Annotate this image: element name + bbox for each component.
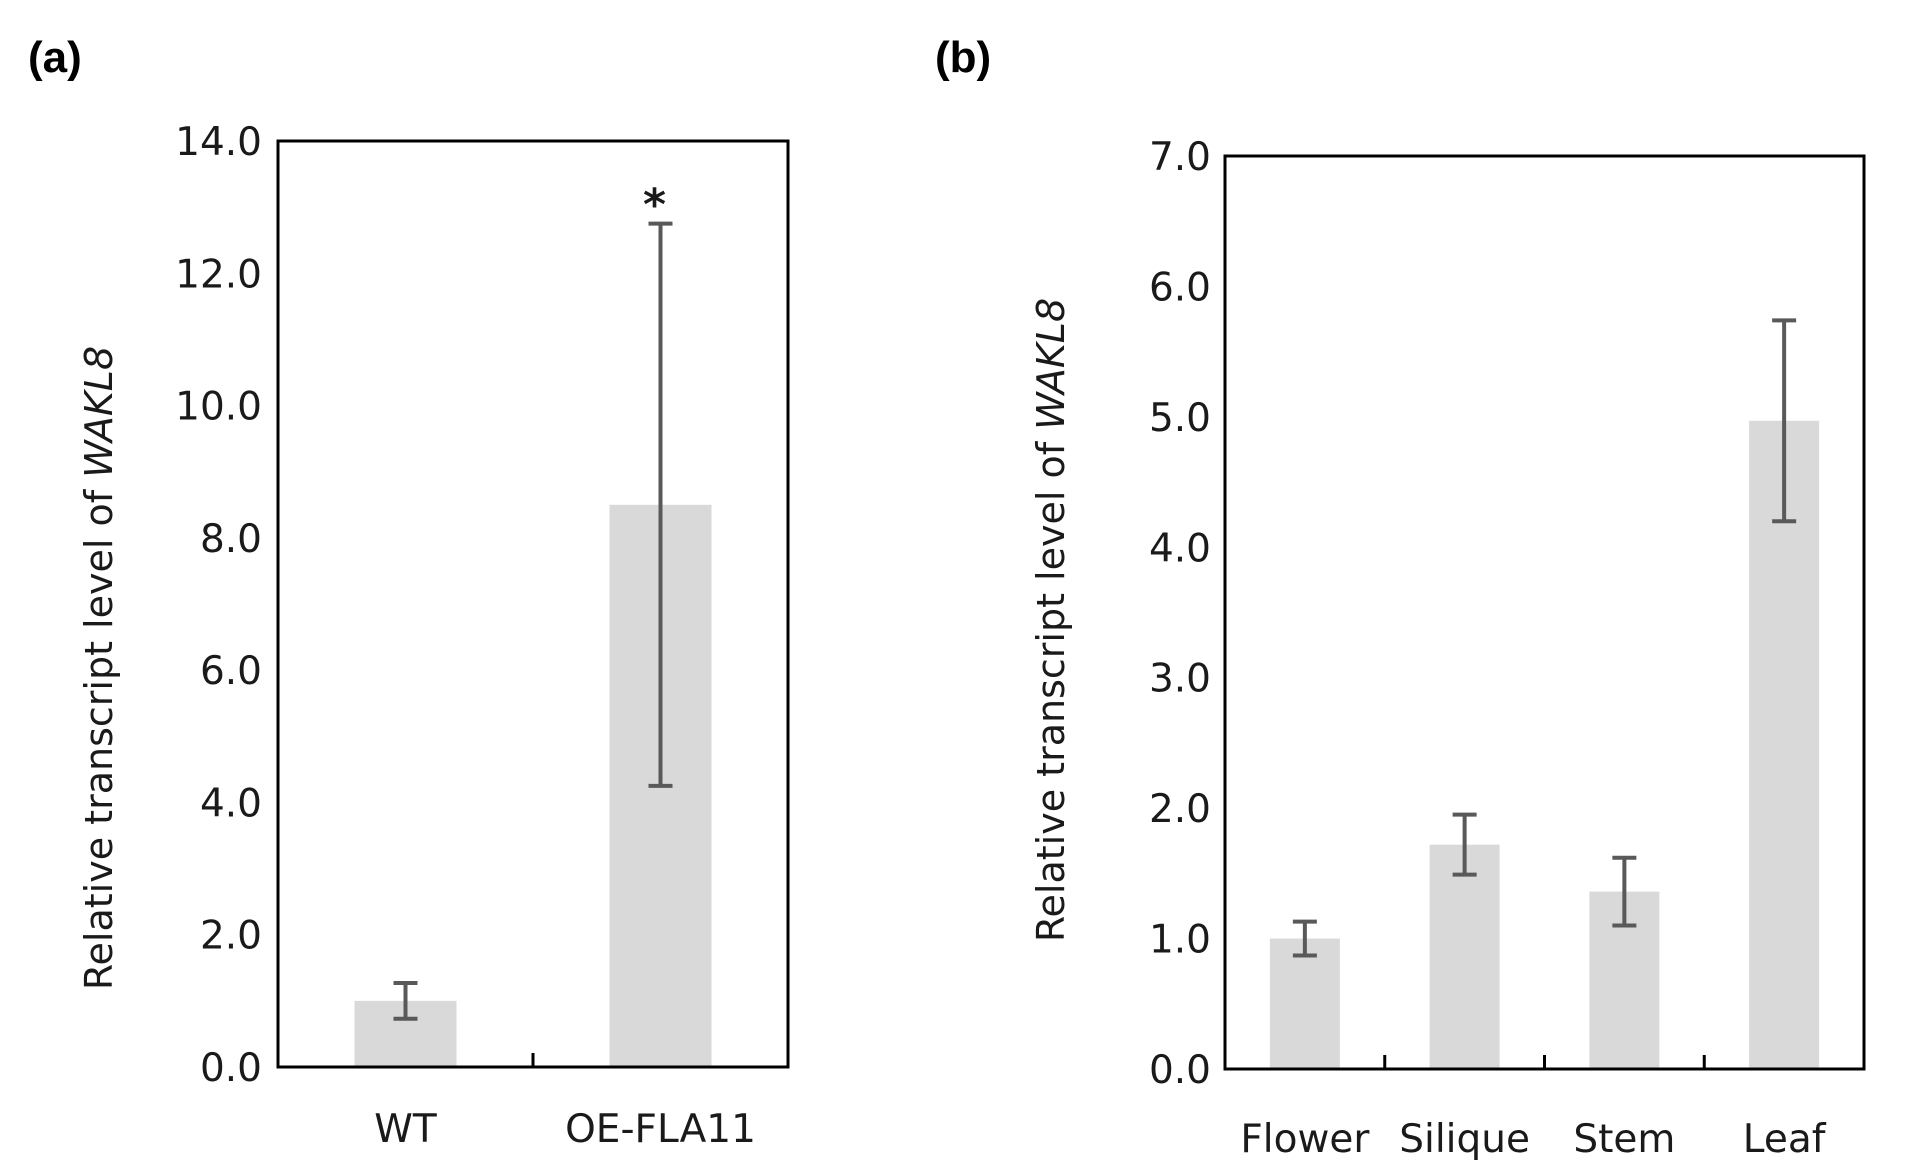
bar (1269, 938, 1340, 1069)
panel-a-annotations: * (643, 180, 666, 231)
y-tick-label: 8.0 (200, 517, 262, 562)
panel-b-error-bars (1292, 318, 1797, 958)
panel-a-y-axis-label-prefix: Relative transcript level of (77, 478, 121, 990)
panel-b-bars (1269, 420, 1820, 1069)
panel-a-label: (a) (28, 33, 82, 82)
error-bar (393, 980, 418, 1021)
y-tick-label: 6.0 (1149, 265, 1211, 310)
y-tick-label: 0.0 (200, 1046, 262, 1091)
x-category-label: Leaf (1743, 1117, 1827, 1162)
error-bar (1452, 812, 1477, 877)
panel-b-x-ticks (1383, 1055, 1706, 1069)
y-tick-label: 2.0 (200, 914, 262, 959)
panel-b-x-labels: Flower Silique Stem Leaf (1240, 1117, 1826, 1162)
x-category-label: WT (374, 1107, 437, 1152)
error-bar (1612, 855, 1637, 928)
significance-marker: * (643, 180, 666, 231)
panel-a-y-axis-label-gene: WAKL8 (77, 346, 121, 478)
panel-b-y-axis-label: Relative transcript level of WAKL8 (1029, 298, 1073, 942)
y-tick-label: 3.0 (1149, 657, 1211, 702)
y-tick-label: 5.0 (1149, 396, 1211, 441)
y-tick-label: 12.0 (175, 252, 262, 297)
panel-b-y-ticks: 0.0 1.0 2.0 3.0 4.0 5.0 6.0 7.0 (1149, 135, 1211, 1093)
panel-b-label: (b) (935, 33, 991, 82)
y-tick-label: 1.0 (1149, 918, 1211, 963)
x-category-label: OE-FLA11 (565, 1107, 756, 1152)
error-bar (1772, 318, 1797, 524)
panel-a-error-bars (393, 221, 673, 1021)
y-tick-label: 4.0 (200, 781, 262, 826)
x-category-label: Flower (1240, 1117, 1370, 1162)
error-bar (1292, 919, 1317, 958)
bar (1429, 844, 1500, 1069)
x-category-label: Silique (1399, 1117, 1530, 1162)
y-tick-label: 4.0 (1149, 526, 1211, 571)
bar (1749, 420, 1820, 1069)
error-bar (648, 221, 673, 788)
panel-a-y-axis-label: Relative transcript level of WAKL8 (77, 346, 121, 990)
panel-b-y-axis-label-prefix: Relative transcript level of (1029, 430, 1073, 942)
panel-a: (a) Relative transcript level of WAKL8 0… (28, 33, 790, 1152)
panel-a-x-labels: WT OE-FLA11 (374, 1107, 756, 1152)
y-tick-label: 0.0 (1149, 1048, 1211, 1093)
panel-b: (b) Relative transcript level of WAKL8 0… (935, 33, 1866, 1162)
y-tick-label: 6.0 (200, 649, 262, 694)
y-tick-label: 14.0 (175, 120, 262, 165)
y-tick-label: 10.0 (175, 385, 262, 430)
y-tick-label: 2.0 (1149, 787, 1211, 832)
panel-a-y-ticks: 0.0 2.0 4.0 6.0 8.0 10.0 12.0 14.0 (175, 120, 262, 1091)
panel-b-y-axis-label-gene: WAKL8 (1029, 298, 1073, 430)
x-category-label: Stem (1573, 1117, 1675, 1162)
y-tick-label: 7.0 (1149, 135, 1211, 180)
